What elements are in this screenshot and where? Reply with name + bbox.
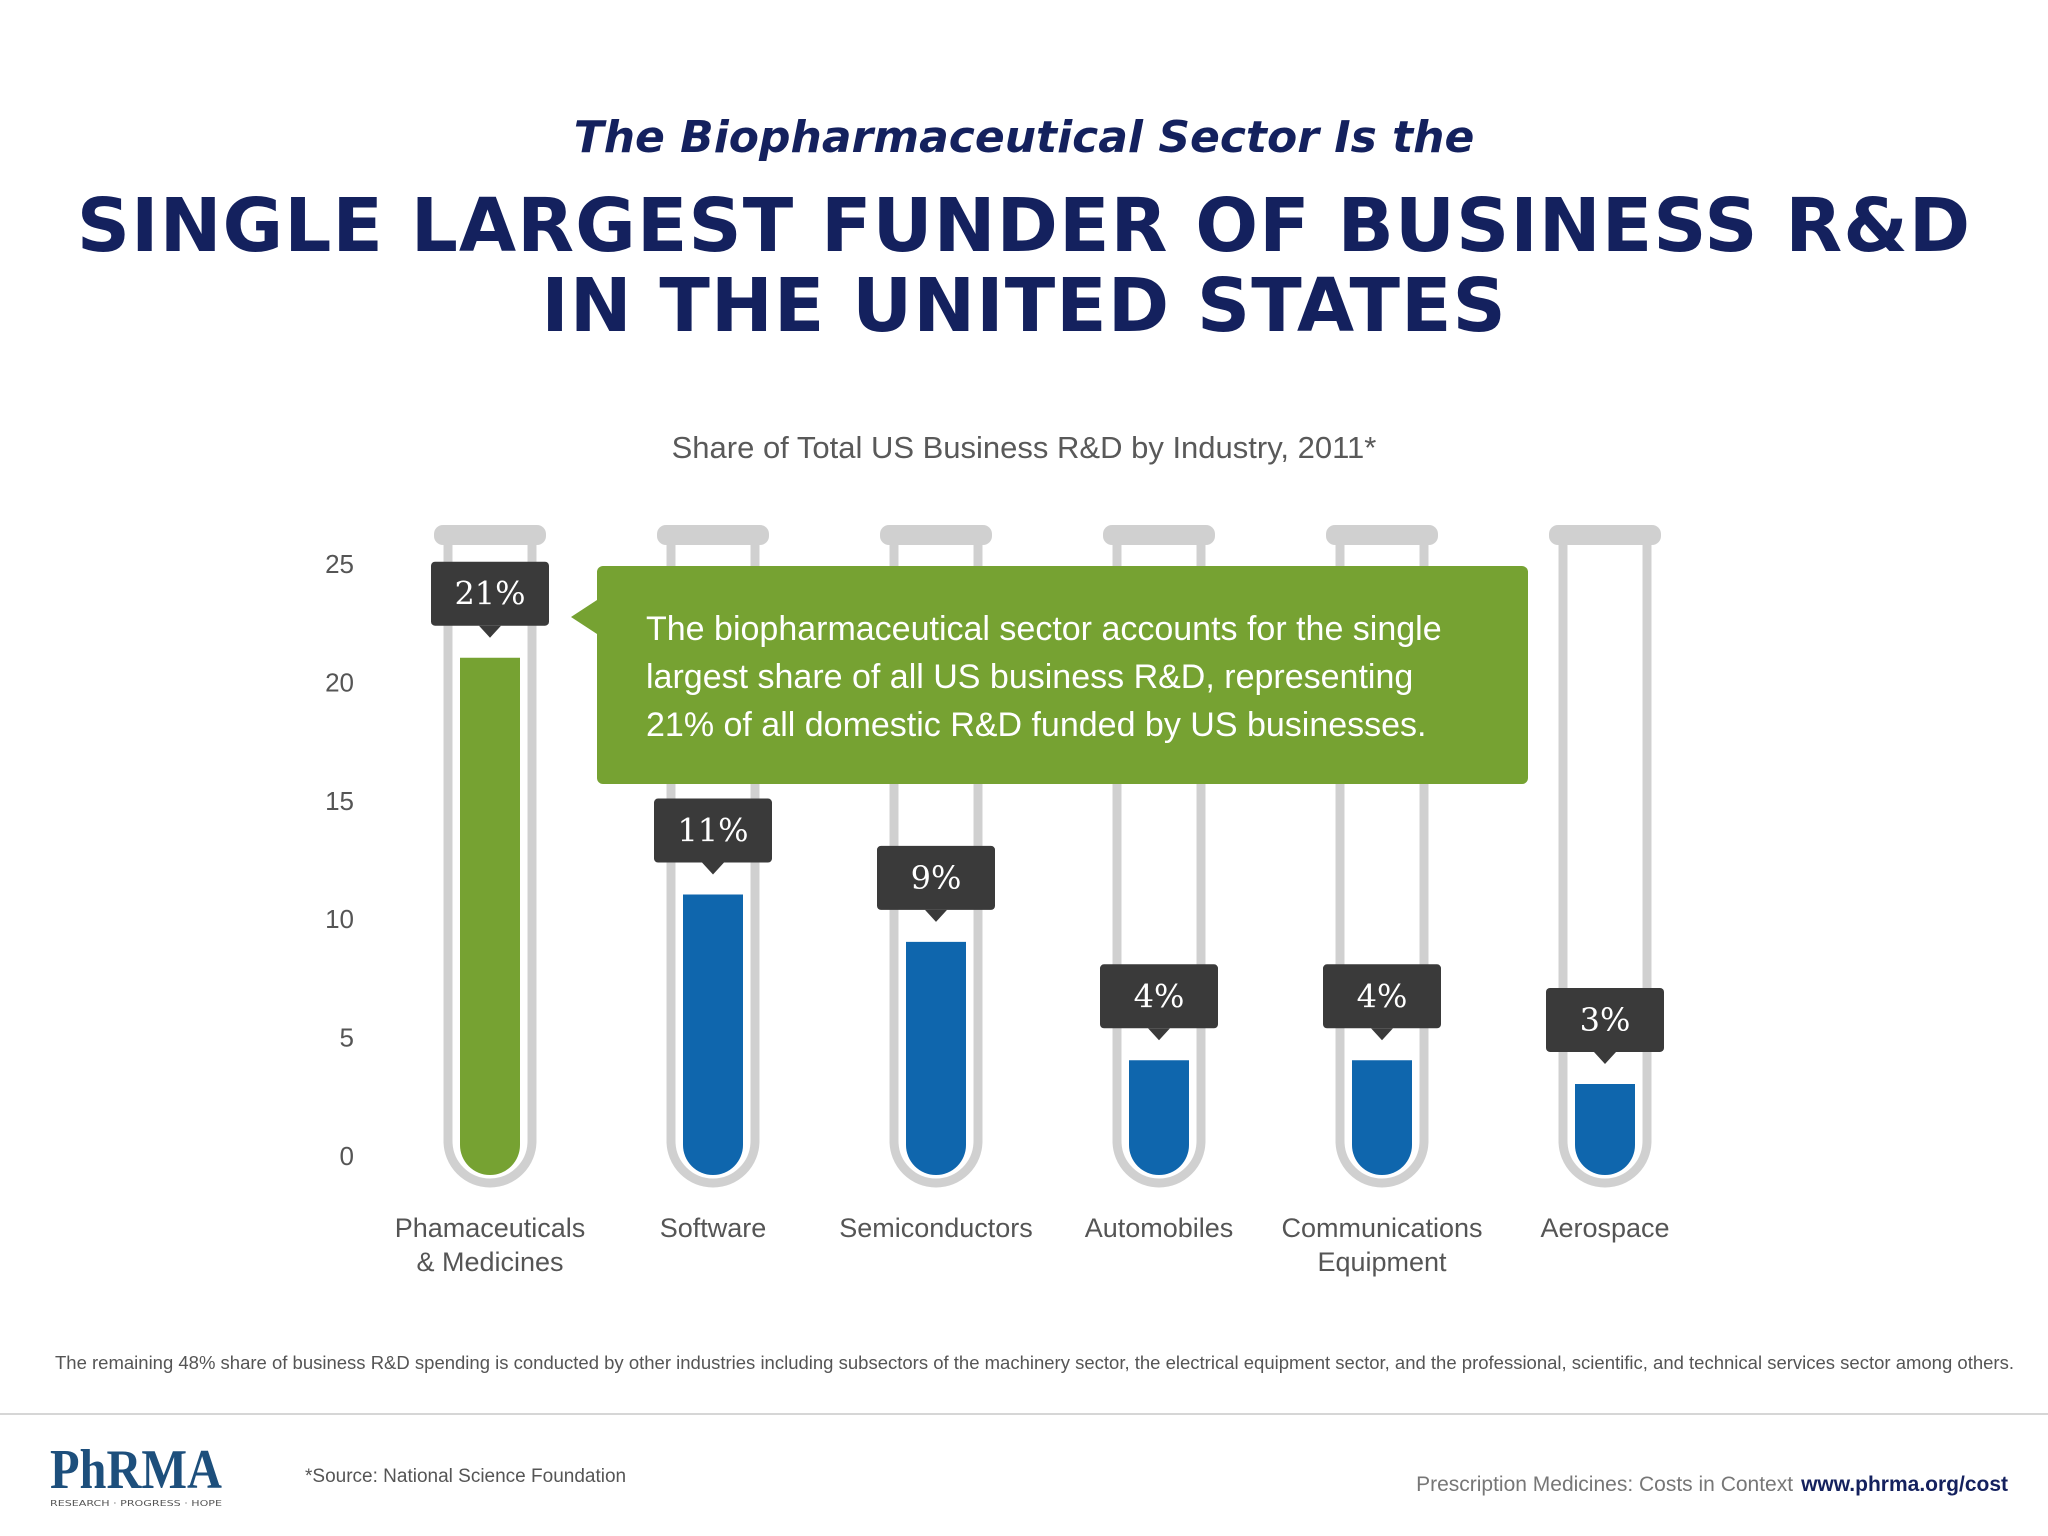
callout: The biopharmaceutical sector accounts fo…	[571, 566, 1528, 784]
page-title-line-2: IN THE UNITED STATES	[541, 263, 1507, 349]
bar-1	[683, 894, 743, 1175]
y-tick-label: 25	[325, 549, 354, 579]
data-label-box	[654, 798, 772, 863]
category-label: Software	[660, 1213, 767, 1243]
y-tick-label: 5	[340, 1023, 354, 1053]
data-label-box	[1546, 987, 1664, 1052]
data-label-pointer	[1371, 1028, 1393, 1041]
data-label: 3%	[1580, 1001, 1631, 1039]
bar-3	[1129, 1060, 1189, 1175]
tube-cap	[880, 525, 992, 545]
category-label: Phamaceuticals	[395, 1213, 586, 1243]
data-label: 9%	[911, 859, 962, 897]
source-note: *Source: National Science Foundation	[305, 1466, 627, 1487]
category-label: Communications	[1281, 1213, 1482, 1243]
footer-tagline-text: Prescription Medicines: Costs in Context	[1416, 1473, 1794, 1496]
phrma-logo: PhRMA RESEARCH · PROGRESS · HOPE	[50, 1440, 222, 1508]
logo-tagline: RESEARCH · PROGRESS · HOPE	[50, 1499, 222, 1508]
category-label: & Medicines	[416, 1247, 563, 1277]
data-label-box	[877, 845, 995, 910]
y-tick-label: 20	[325, 667, 354, 697]
data-label: 4%	[1357, 977, 1408, 1015]
page-subtitle: The Biopharmaceutical Sector Is the	[573, 112, 1475, 163]
data-label-box	[431, 561, 549, 626]
data-label-pointer	[1594, 1051, 1616, 1064]
tube-cap	[1103, 525, 1215, 545]
test-tube-bar-chart: 0 5 10 15 20 25 21% Phamaceuticals & Medicines 11…	[325, 525, 1670, 1277]
data-label: 11%	[677, 812, 748, 850]
y-tick-label: 0	[340, 1141, 354, 1171]
y-tick-label: 15	[325, 786, 354, 816]
page-title-line-1: SINGLE LARGEST FUNDER OF BUSINESS R&D	[76, 183, 1972, 269]
category-label: Automobiles	[1085, 1213, 1234, 1243]
data-label-pointer	[702, 862, 724, 875]
chart-title: Share of Total US Business R&D by Indust…	[671, 430, 1377, 465]
bar-2	[906, 941, 966, 1175]
data-label-pointer	[925, 909, 947, 922]
callout-pointer	[571, 600, 597, 634]
data-label: 4%	[1134, 977, 1185, 1015]
tube-cap	[1549, 525, 1661, 545]
logo-wordmark: PhRMA	[50, 1440, 222, 1501]
tube-cap	[1326, 525, 1438, 545]
footer-url[interactable]: www.phrma.org/cost	[1801, 1473, 2008, 1496]
callout-box	[597, 566, 1528, 784]
callout-text: 21% of all domestic R&D funded by US bus…	[646, 706, 1427, 744]
bar-0	[460, 657, 520, 1175]
data-label-pointer	[479, 625, 501, 638]
data-label-box	[1323, 964, 1441, 1029]
data-label-box	[1100, 964, 1218, 1029]
divider	[0, 1413, 2048, 1415]
tube-cap	[434, 525, 546, 545]
category-label: Aerospace	[1540, 1213, 1669, 1243]
callout-text: The biopharmaceutical sector accounts fo…	[646, 610, 1442, 648]
category-label: Equipment	[1317, 1247, 1447, 1277]
bar-4	[1352, 1060, 1412, 1175]
callout-text: largest share of all US business R&D, re…	[646, 658, 1413, 696]
tube-0: 21% Phamaceuticals & Medicines	[395, 525, 586, 1277]
data-label-pointer	[1148, 1028, 1170, 1041]
y-tick-label: 10	[325, 904, 354, 934]
tube-cap	[657, 525, 769, 545]
footnote: The remaining 48% share of business R&D …	[55, 1352, 2014, 1373]
data-label: 21%	[454, 575, 525, 613]
category-label: Semiconductors	[839, 1213, 1033, 1243]
footer-tagline: Prescription Medicines: Costs in Context…	[1416, 1473, 2008, 1497]
bar-5	[1575, 1083, 1635, 1175]
tube-5: 3% Aerospace	[1540, 525, 1670, 1243]
